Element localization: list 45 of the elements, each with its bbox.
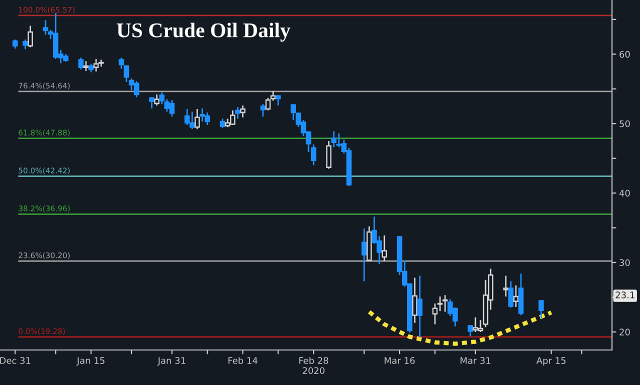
candlestick <box>412 278 418 323</box>
text: 23.1 <box>616 292 634 298</box>
y-tick-label: 40 <box>619 190 630 197</box>
candlestick <box>538 300 544 318</box>
candlestick <box>12 40 18 49</box>
candlestick <box>118 58 124 69</box>
x-tick-label: Dec 31 <box>0 357 30 364</box>
text: US Crude Oil Daily <box>116 22 290 42</box>
candlestick <box>362 228 367 282</box>
candlestick <box>240 106 246 118</box>
x-tick-label: Mar 16 <box>384 357 415 364</box>
candlestick <box>513 285 519 307</box>
x-tick-label: Mar 31 <box>460 357 490 364</box>
candlestick <box>417 276 422 338</box>
candlestick <box>310 144 316 166</box>
x-tick-label: Feb 14 <box>228 356 258 364</box>
candlestick <box>22 40 28 50</box>
candlestick <box>508 281 514 307</box>
candlestick <box>220 118 226 128</box>
candlestick <box>42 20 48 35</box>
candlestick <box>149 97 154 108</box>
candlestick <box>382 235 388 262</box>
x-tick-label: Jan 31 <box>157 357 186 366</box>
candlestick <box>326 140 332 168</box>
candlestick <box>78 58 84 70</box>
x-tick-label: Jan 15 <box>76 357 104 366</box>
y-tick-label: 50 <box>620 120 630 128</box>
line-series <box>367 310 554 346</box>
y-tick-label: 20 <box>620 328 630 336</box>
candlestick <box>432 303 438 324</box>
y-tick-label: 60 <box>620 50 630 58</box>
candlestick <box>366 226 372 262</box>
candlestick <box>437 296 443 312</box>
candlestick <box>518 274 524 316</box>
candlestick <box>194 109 200 130</box>
candlestick <box>235 106 240 119</box>
x-tick-label: Apr 15 <box>536 357 566 366</box>
candlestick <box>442 295 448 312</box>
candlestick <box>154 94 160 106</box>
x-tick-label: Feb 28 2020 <box>299 356 328 374</box>
candlestick <box>468 325 474 336</box>
y-tick-label: 30 <box>620 259 630 266</box>
candlestick <box>276 95 281 106</box>
candlestick <box>503 276 508 297</box>
candlestick <box>28 26 33 46</box>
